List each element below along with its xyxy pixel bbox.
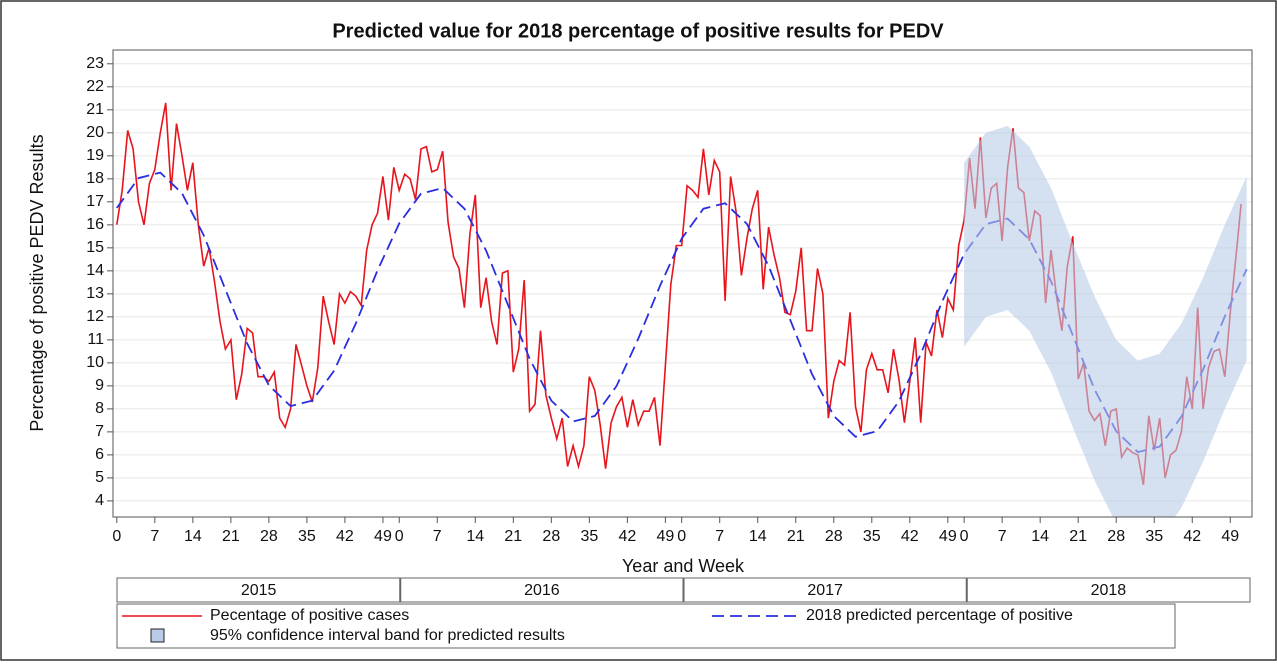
x-tick-label: 28: [825, 528, 843, 545]
year-label: 2015: [241, 582, 277, 599]
x-tick-label: 7: [715, 528, 724, 545]
x-tick-label: 14: [1031, 528, 1049, 545]
y-tick-label: 4: [95, 492, 104, 509]
y-tick-label: 23: [86, 55, 104, 72]
year-label: 2018: [1091, 582, 1127, 599]
y-axis-label: Percentage of positive PEDV Results: [27, 134, 47, 431]
x-tick-label: 0: [112, 528, 121, 545]
x-tick-label: 21: [504, 528, 522, 545]
x-tick-label: 0: [960, 528, 969, 545]
x-tick-label: 42: [1183, 528, 1201, 545]
legend-entries: Pecentage of positive cases 2018 predicte…: [122, 607, 1073, 644]
legend-label: 2018 predicted percentage of positive: [806, 607, 1073, 624]
confidence-band: [964, 125, 1247, 517]
y-tick-label: 13: [86, 285, 104, 302]
x-tick-label: 49: [374, 528, 392, 545]
x-tick-label: 35: [1145, 528, 1163, 545]
axes: 4 5 6 7 8 9 10 11 12 13 14 15 16 17 18 19 20 21 22 23 0 7 14 21…: [86, 55, 1239, 545]
y-tick-label: 9: [95, 377, 104, 394]
y-tick-label: 10: [86, 354, 104, 371]
y-tick-label: 5: [95, 469, 104, 486]
chart-title: Predicted value for 2018 percentage of p…: [332, 20, 944, 42]
year-label: 2017: [807, 582, 843, 599]
x-tick-label: 0: [395, 528, 404, 545]
x-tick-label: 21: [222, 528, 240, 545]
y-tick-label: 22: [86, 78, 104, 95]
x-tick-label: 35: [580, 528, 598, 545]
y-tick-label: 17: [86, 193, 104, 210]
x-axis-label: Year and Week: [622, 556, 745, 576]
y-tick-label: 12: [86, 308, 104, 325]
year-groups: 2015 2016 2017 2018: [241, 578, 1126, 602]
x-tick-label: 0: [677, 528, 686, 545]
legend-label: Pecentage of positive cases: [210, 607, 409, 624]
x-tick-label: 14: [466, 528, 484, 545]
legend: [116, 603, 1176, 649]
x-tick-label: 7: [150, 528, 159, 545]
x-tick-label: 49: [939, 528, 957, 545]
y-tick-label: 20: [86, 124, 104, 141]
plot-area: [116, 102, 1248, 517]
x-tick-label: 42: [336, 528, 354, 545]
y-tick-label: 18: [86, 170, 104, 187]
y-tick-label: 6: [95, 446, 104, 463]
y-tick-label: 21: [86, 101, 104, 118]
x-tick-label: 35: [863, 528, 881, 545]
x-tick-label: 42: [618, 528, 636, 545]
x-tick-label: 7: [998, 528, 1007, 545]
x-tick-label: 21: [787, 528, 805, 545]
x-tick-label: 49: [1221, 528, 1239, 545]
x-tick-label: 21: [1069, 528, 1087, 545]
y-tick-label: 11: [87, 331, 104, 348]
y-tick-label: 7: [95, 423, 104, 440]
y-tick-label: 16: [86, 216, 104, 233]
year-label: 2016: [524, 582, 560, 599]
x-tick-label: 28: [542, 528, 560, 545]
legend-swatch: [150, 628, 165, 643]
x-tick-label: 7: [433, 528, 442, 545]
x-tick-label: 28: [260, 528, 278, 545]
x-tick-label: 42: [901, 528, 919, 545]
plot-border: [112, 49, 1253, 518]
legend-label: 95% confidence interval band for predict…: [210, 627, 565, 644]
x-tick-label: 14: [749, 528, 767, 545]
y-tick-label: 8: [95, 400, 104, 417]
x-tick-label: 35: [298, 528, 316, 545]
x-tick-label: 49: [656, 528, 674, 545]
y-tick-label: 15: [86, 239, 104, 256]
x-tick-label: 14: [184, 528, 202, 545]
y-tick-label: 14: [86, 262, 104, 279]
y-tick-label: 19: [86, 147, 104, 164]
x-tick-label: 28: [1107, 528, 1125, 545]
